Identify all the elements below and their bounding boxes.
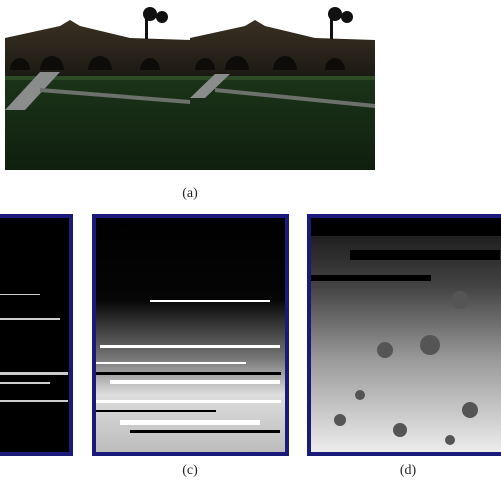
figure: (a) (c) (d — [0, 0, 501, 482]
disparity-map-c — [94, 216, 287, 454]
left-view — [5, 7, 190, 170]
right-view — [190, 7, 375, 170]
caption: (d) — [400, 463, 417, 478]
disparity-map-d — [309, 216, 501, 454]
disparity-map-b — [0, 216, 71, 454]
caption: (c) — [182, 463, 198, 478]
caption: (a) — [182, 186, 198, 201]
stereo-pair-image — [5, 7, 375, 170]
